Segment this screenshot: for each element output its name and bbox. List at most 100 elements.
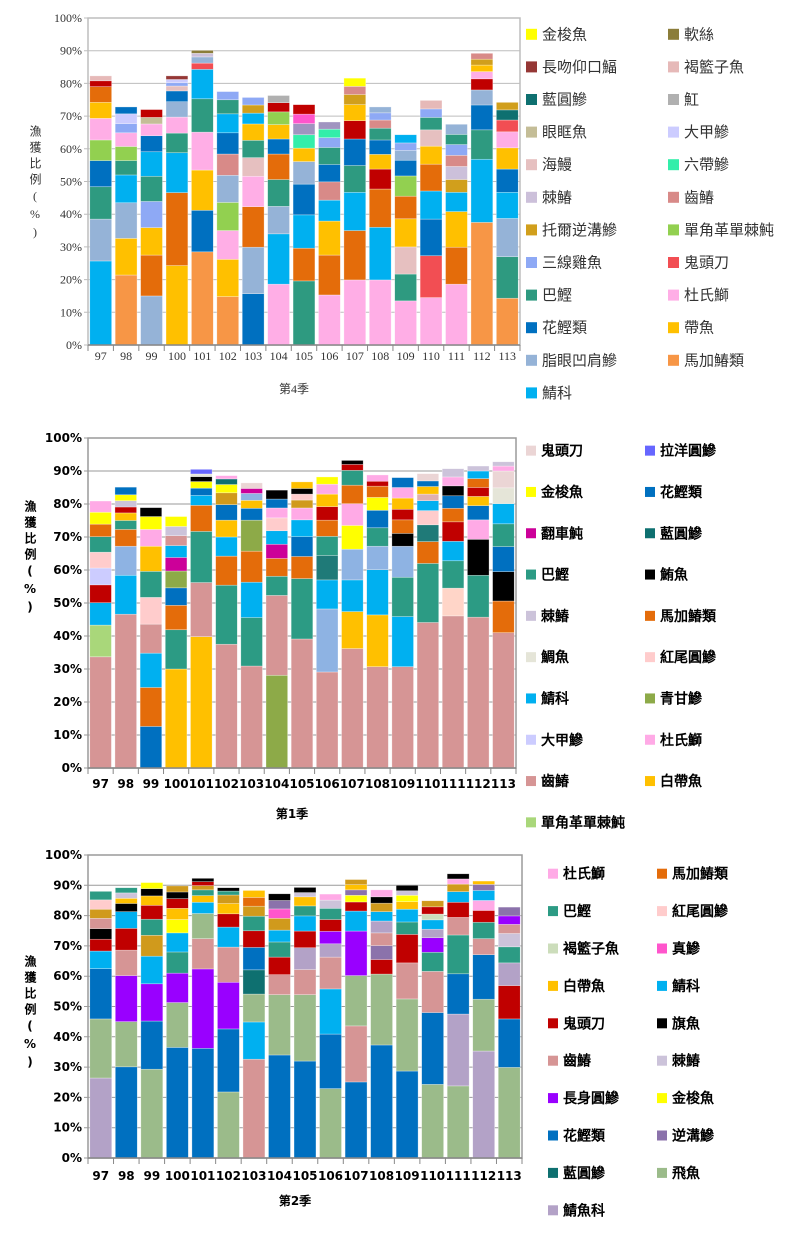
bar-segment	[139, 571, 163, 598]
bar-103	[241, 97, 265, 346]
bar-segment	[293, 930, 317, 949]
y-tick-label: 20%	[53, 1090, 82, 1104]
legend-label: 花鰹類	[563, 1128, 606, 1145]
bar-segment	[89, 656, 112, 769]
bar-segment	[441, 468, 465, 478]
bar-segment	[343, 104, 367, 121]
bar-segment	[318, 181, 341, 201]
bar-segment	[470, 78, 494, 91]
bar-segment	[114, 160, 138, 176]
bar-segment	[496, 131, 519, 149]
bar-segment	[139, 687, 163, 727]
bar-segment	[215, 536, 238, 557]
bar-segment	[445, 134, 468, 145]
legend-swatch	[526, 445, 536, 456]
legend-label: 翻車魨	[541, 525, 583, 542]
bar-segment	[496, 297, 519, 346]
x-tick-label: 113	[491, 777, 516, 791]
bar-segment	[215, 484, 238, 494]
y-tick-label: 90%	[53, 464, 82, 478]
legend-swatch	[645, 776, 655, 787]
legend-item: 魟	[668, 91, 699, 109]
bar-segment	[164, 516, 188, 527]
bar-segment	[89, 899, 113, 910]
bar-segment	[267, 233, 290, 285]
legend-swatch	[668, 224, 679, 236]
legend-item: 鬼頭刀	[526, 443, 583, 460]
bar-segment	[191, 885, 215, 891]
x-tick-label: 104	[264, 777, 289, 791]
legend-label: 馬加鰆類	[660, 608, 717, 625]
bar-segment	[472, 910, 495, 923]
legend-label: 齒鰆	[684, 188, 714, 206]
bar-segment	[268, 1054, 291, 1159]
bar-segment	[394, 175, 417, 197]
bar-segment	[441, 540, 465, 562]
bar-segment	[290, 578, 314, 640]
bar-segment	[217, 946, 240, 983]
legend-label: 白帶魚	[563, 978, 605, 995]
bar-segment	[191, 251, 214, 346]
y-tick-label: 80%	[53, 497, 82, 511]
bar-segment	[343, 94, 367, 105]
legend-label: 金梭魚	[542, 25, 587, 43]
bar-segment	[445, 123, 468, 135]
x-tick-label: 107	[344, 1169, 369, 1183]
bar-segment	[215, 475, 238, 480]
legend-item: 單角革單棘魨	[668, 221, 774, 239]
bar-99	[140, 109, 163, 346]
legend-swatch	[668, 354, 679, 366]
legend-label: 大甲鰺	[541, 732, 583, 749]
bar-segment	[191, 901, 215, 914]
bar-segment	[265, 674, 288, 769]
bar-segment	[114, 520, 137, 530]
x-tick-label: 105	[295, 349, 313, 363]
bar-segment	[470, 53, 494, 60]
bar-100	[164, 516, 188, 769]
bar-segment	[319, 943, 342, 958]
legend-label: 帶魚	[684, 319, 714, 337]
bar-segment	[166, 908, 189, 920]
bar-segment	[267, 102, 290, 113]
legend-label: 鬼頭刀	[684, 254, 729, 272]
bar-segment	[89, 584, 112, 603]
x-tick-label: 102	[216, 1169, 241, 1183]
bar-segment	[290, 556, 314, 579]
bar-segment	[441, 476, 465, 487]
bar-segment	[316, 476, 339, 485]
bar-segment	[89, 523, 112, 537]
bar-segment	[89, 624, 112, 658]
bar-104	[267, 95, 290, 346]
y-tick-label: 10%	[60, 305, 82, 319]
y-tick-label: 0%	[62, 761, 82, 775]
bar-segment	[369, 106, 392, 114]
bar-segment	[467, 574, 490, 618]
bar-segment	[165, 116, 189, 134]
legend-swatch	[668, 191, 679, 203]
bar-108	[366, 474, 389, 769]
bar-110	[421, 900, 444, 1159]
bar-segment	[421, 919, 444, 930]
bar-segment	[89, 1018, 113, 1079]
bar-segment	[191, 69, 214, 100]
legend-item: 大甲鰺	[668, 123, 729, 141]
legend-swatch	[645, 610, 655, 621]
bar-segment	[341, 579, 364, 612]
bar-segment	[369, 112, 392, 121]
bar-segment	[191, 131, 214, 171]
bar-segment	[89, 938, 113, 952]
x-tick-label: 100	[164, 777, 189, 791]
bar-segment	[293, 905, 317, 917]
bar-segment	[140, 888, 164, 897]
bar-segment	[115, 887, 138, 894]
chart-title: 第4季	[279, 382, 309, 396]
bar-segment	[369, 154, 392, 170]
bar-segment	[344, 894, 368, 903]
bar-segment	[445, 166, 468, 180]
bar-segment	[217, 890, 240, 896]
bar-segment	[391, 497, 414, 510]
bar-segment	[421, 971, 444, 1013]
bar-segment	[318, 137, 341, 148]
legend-swatch	[526, 693, 536, 704]
